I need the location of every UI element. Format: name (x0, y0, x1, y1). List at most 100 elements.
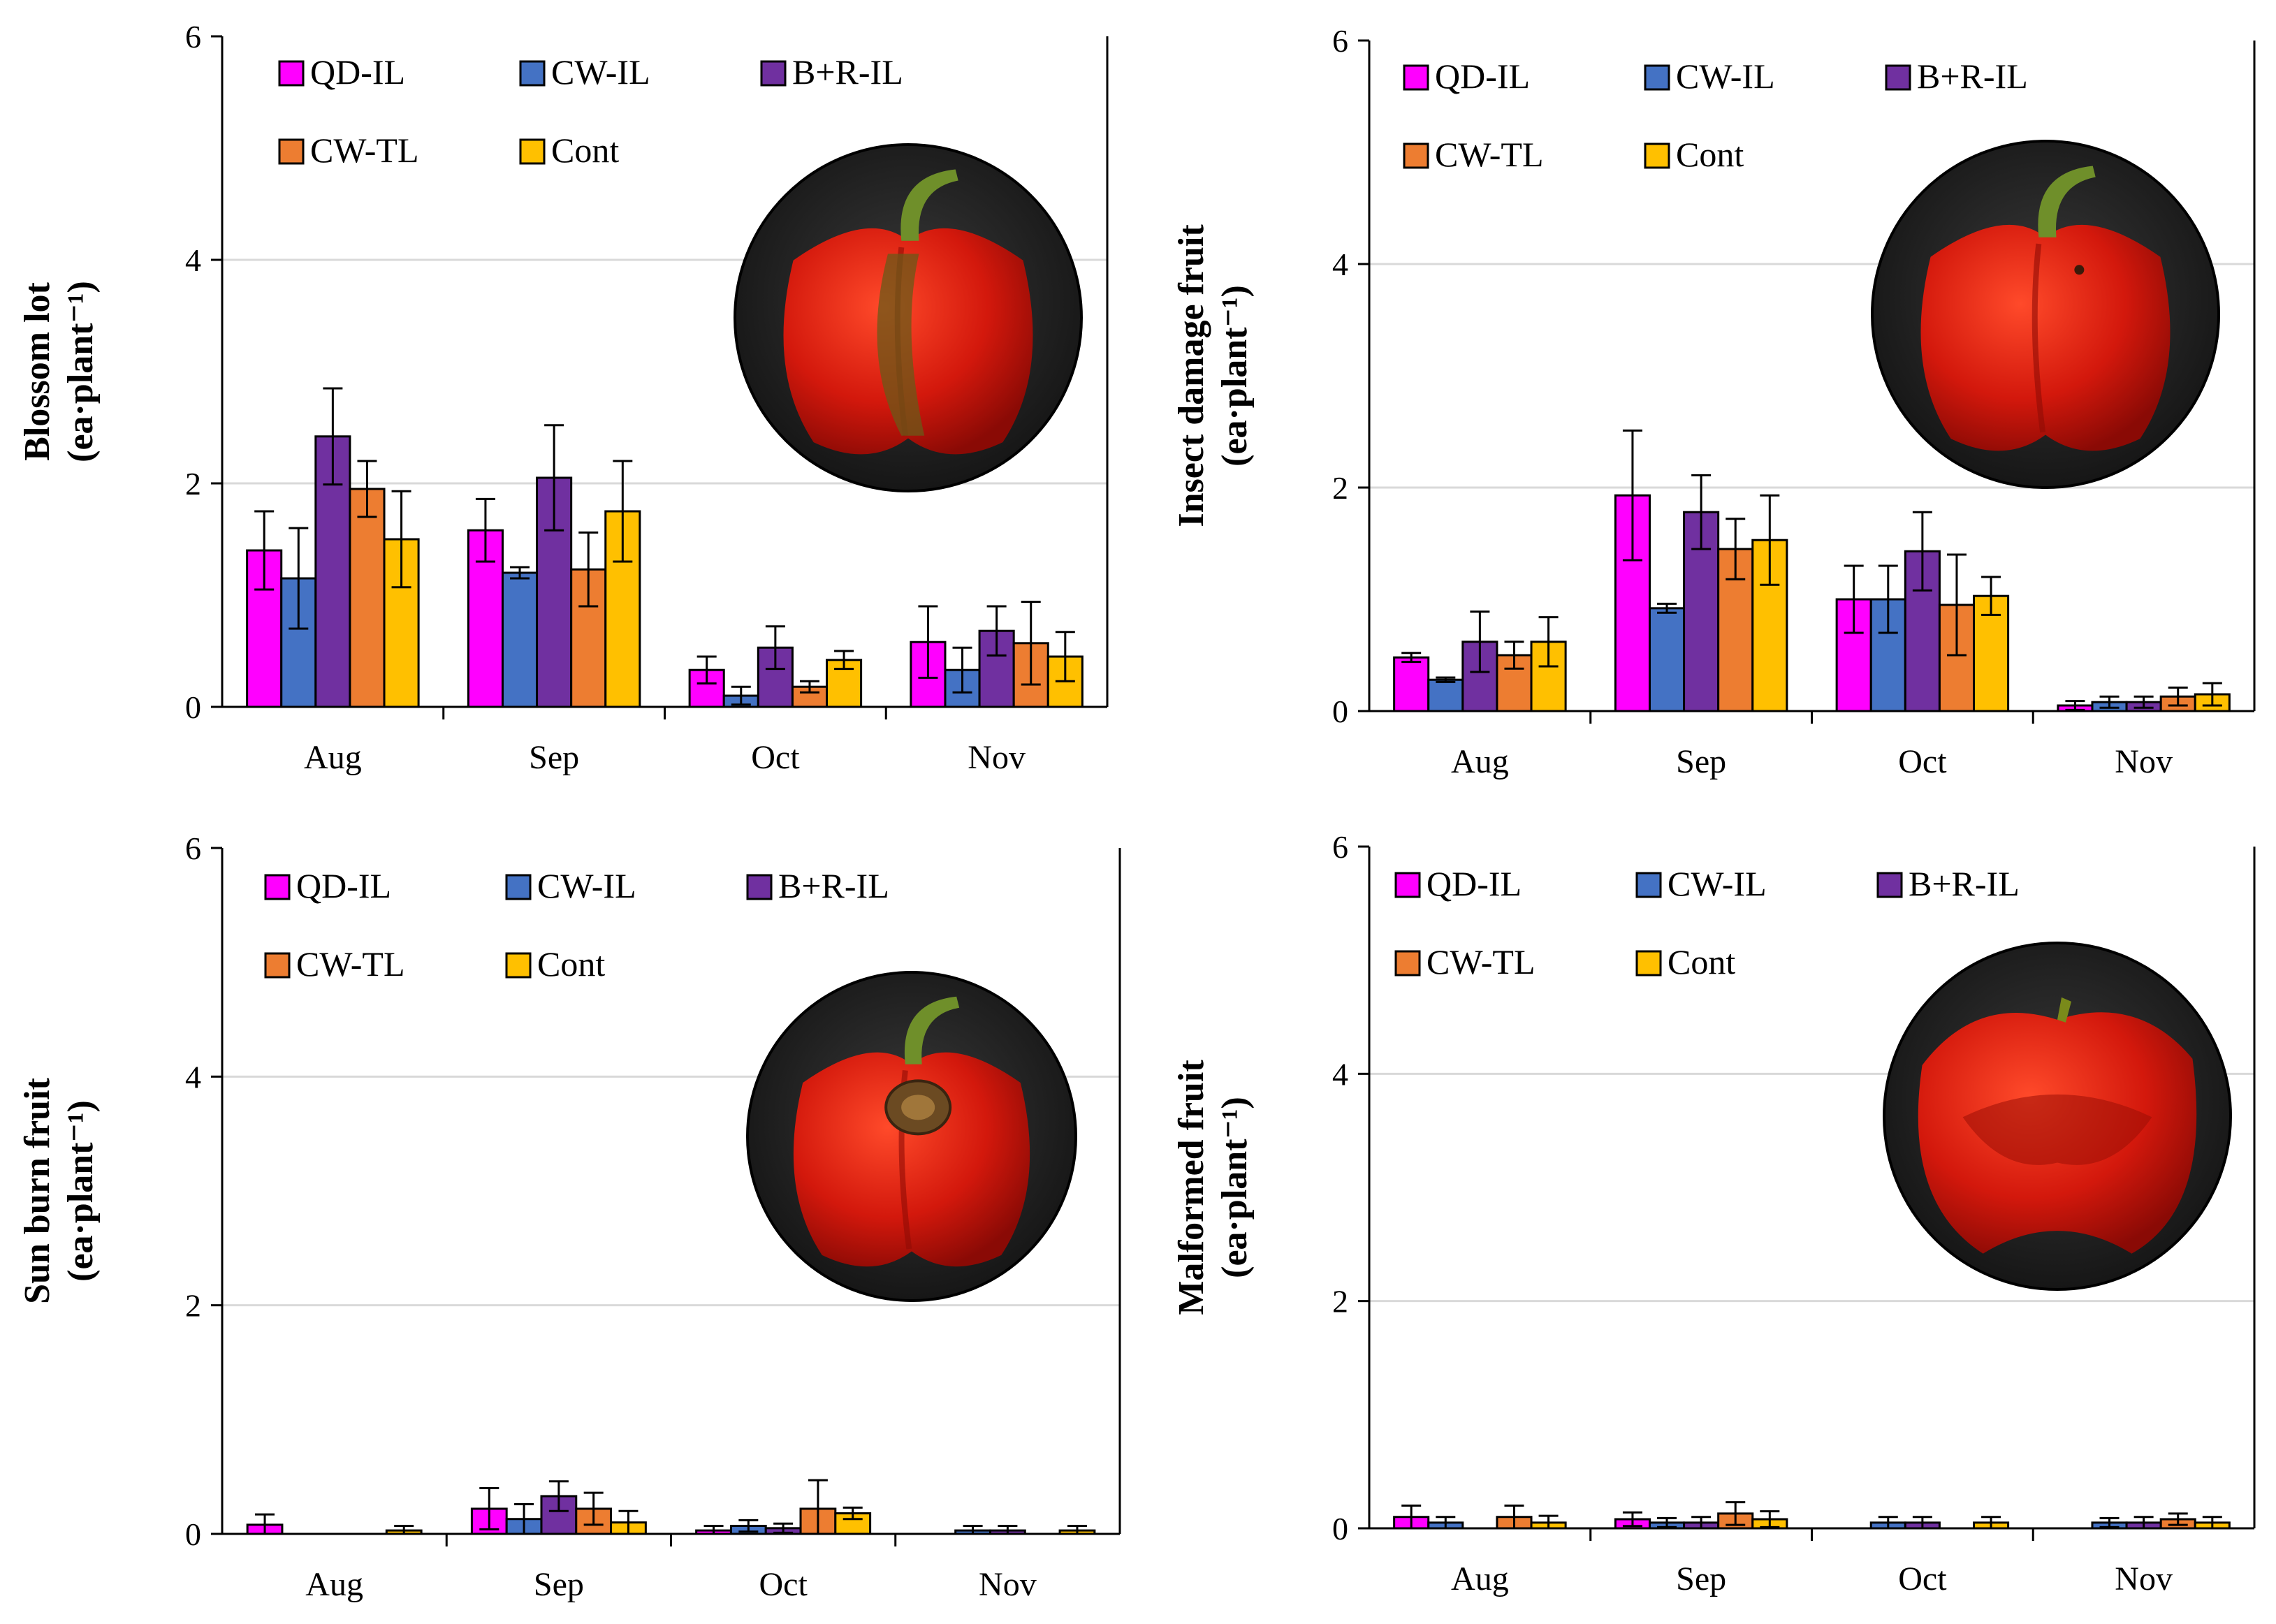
x-tick-label: Aug (1451, 1560, 1509, 1597)
pepper-insect-hole (2074, 265, 2085, 275)
legend-swatch (1394, 872, 1421, 898)
legend-swatch (264, 874, 291, 900)
legend-swatch (1644, 64, 1670, 91)
legend-label: B+R-IL (778, 866, 889, 905)
legend-label: QD-IL (296, 866, 391, 905)
legend-label: B+R-IL (1909, 864, 2020, 903)
legend-swatch (1403, 142, 1429, 169)
red-bell-pepper-photo-icon (734, 143, 1083, 492)
bar-cw-il (1427, 678, 1464, 712)
y-tick-label: 2 (185, 1288, 201, 1324)
y-axis-label: Malformed fruit(ea·plant⁻¹) (1172, 1060, 1255, 1315)
y-axis-label: Sun burn fruit(ea·plant⁻¹) (17, 1077, 101, 1303)
y-tick-label: 0 (1332, 694, 1348, 729)
legend-label: CW-TL (296, 944, 405, 983)
pepper-stem (2057, 997, 2071, 1023)
legend-swatch (505, 952, 532, 979)
legend-label: CW-TL (1427, 942, 1535, 981)
y-axis-label-line1: Insect damage fruit (1172, 224, 1211, 527)
y-axis-label-line1: Blossom lot (17, 281, 57, 460)
legend: QD-IL CW-IL B+R-IL CW-TL Cont (278, 52, 903, 170)
pepper-stem (904, 996, 960, 1065)
red-bell-pepper-photo-icon (1871, 140, 2220, 489)
y-axis-label-line2: (ea·plant⁻¹) (1215, 285, 1255, 467)
pepper-sunburn-core (901, 1095, 935, 1120)
pepper-fold (1962, 1094, 2152, 1165)
legend-label: CW-IL (537, 866, 636, 905)
pepper-body (793, 1052, 1030, 1267)
legend-swatch (519, 138, 546, 165)
y-tick-label: 4 (185, 242, 201, 278)
legend-label: Cont (551, 131, 619, 170)
x-tick-label: Nov (2115, 743, 2173, 780)
x-tick-label: Oct (1898, 743, 1947, 780)
y-tick-label: 6 (1332, 829, 1348, 865)
bar-cw-tl (349, 488, 386, 708)
legend-swatch (278, 138, 305, 165)
legend-label: CW-IL (1676, 57, 1775, 96)
legend: QD-IL CW-IL B+R-IL CW-TL Cont (1394, 864, 2020, 981)
x-tick-label: Aug (305, 1566, 363, 1603)
legend-label: Cont (537, 944, 605, 983)
legend-label: Cont (1668, 942, 1735, 981)
x-tick-label: Oct (1898, 1560, 1947, 1597)
y-tick-label: 6 (185, 19, 201, 54)
legend-swatch (278, 60, 305, 87)
x-tick-label: Sep (1676, 1560, 1726, 1597)
y-axis-label: Blossom lot(ea·plant⁻¹) (17, 281, 101, 462)
x-tick-label: Sep (1676, 743, 1726, 780)
x-tick-label: Aug (1451, 743, 1509, 780)
x-tick-label: Sep (534, 1566, 584, 1603)
y-tick-label: 4 (1332, 1056, 1348, 1092)
legend-swatch (1885, 64, 1911, 91)
legend-swatch (505, 874, 532, 900)
x-tick-label: Nov (2115, 1560, 2173, 1597)
legend-label: QD-IL (1435, 57, 1530, 96)
legend: QD-IL CW-IL B+R-IL CW-TL Cont (264, 866, 889, 983)
pepper-body (1920, 224, 2171, 451)
chart-panel-2: 0 2 4 6 Insect damage fruit(ea·plant⁻¹) Aug Se… (1172, 23, 2256, 780)
x-tick-label: Oct (759, 1566, 808, 1603)
chart-panel-1: 0 2 4 6 Blossom lot(ea·plant⁻¹) Aug Sep Oct Nov Q… (17, 19, 1109, 776)
legend-swatch (1876, 872, 1903, 898)
pepper-stem (2038, 166, 2096, 237)
y-tick-label: 2 (185, 466, 201, 502)
pepper-groove (2031, 243, 2046, 433)
y-axis-label-line1: Malformed fruit (1172, 1060, 1211, 1315)
bar-cw-il (501, 571, 539, 708)
legend-label: CW-TL (310, 131, 419, 170)
y-axis-label-line2: (ea·plant⁻¹) (1215, 1097, 1255, 1278)
x-tick-label: Nov (979, 1566, 1037, 1603)
legend-label: B+R-IL (1917, 57, 2028, 96)
legend-swatch (746, 874, 773, 900)
y-tick-label: 4 (185, 1059, 201, 1095)
legend-label: CW-IL (1668, 864, 1767, 903)
x-tick-label: Oct (751, 739, 800, 776)
y-axis-label-line2: (ea·plant⁻¹) (61, 1100, 101, 1282)
bar-qd-il (1393, 656, 1430, 712)
legend-swatch (1644, 142, 1670, 169)
red-bell-pepper-photo-icon (746, 971, 1077, 1302)
legend-swatch (1635, 950, 1662, 976)
legend-label: Cont (1676, 135, 1744, 174)
pepper-rot-spot (877, 254, 925, 436)
x-tick-label: Sep (529, 739, 579, 776)
y-axis-label-line2: (ea·plant⁻¹) (61, 281, 101, 462)
legend-swatch (1394, 950, 1421, 976)
legend-label: CW-IL (551, 52, 650, 92)
y-tick-label: 6 (1332, 23, 1348, 59)
legend-swatch (760, 60, 787, 87)
x-tick-label: Aug (304, 739, 362, 776)
legend-label: B+R-IL (792, 52, 903, 92)
y-tick-label: 6 (185, 831, 201, 866)
legend-label: QD-IL (310, 52, 405, 92)
legend-swatch (1635, 872, 1662, 898)
y-tick-label: 2 (1332, 470, 1348, 506)
y-tick-label: 2 (1332, 1284, 1348, 1319)
red-bell-pepper-photo-icon (1883, 942, 2232, 1291)
bar-cw-il (1648, 607, 1686, 712)
y-tick-label: 0 (1332, 1511, 1348, 1546)
y-axis-label-line1: Sun burn fruit (17, 1077, 57, 1303)
legend-swatch (264, 952, 291, 979)
